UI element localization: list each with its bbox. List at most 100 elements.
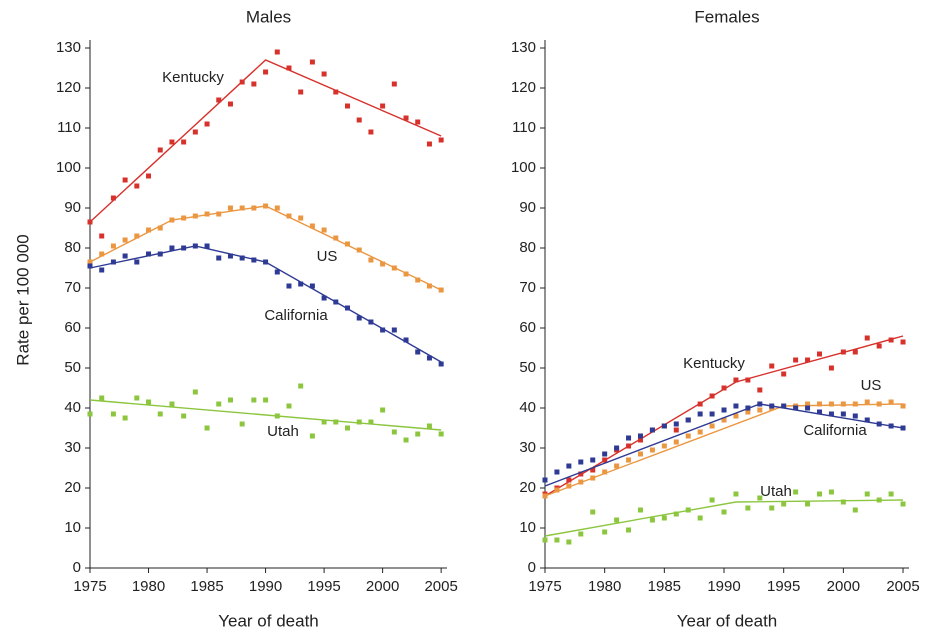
data-point bbox=[438, 137, 444, 143]
x-tick-label: 1985 bbox=[190, 578, 223, 595]
data-point bbox=[554, 537, 560, 543]
data-point bbox=[566, 477, 572, 483]
data-point bbox=[661, 423, 667, 429]
data-point bbox=[356, 117, 362, 123]
data-point bbox=[134, 395, 140, 401]
data-point bbox=[239, 205, 245, 211]
data-point bbox=[793, 405, 799, 411]
data-point bbox=[380, 327, 386, 333]
x-tick-label: 1990 bbox=[249, 578, 282, 595]
data-point bbox=[840, 349, 846, 355]
data-point bbox=[403, 115, 409, 121]
data-point bbox=[192, 213, 198, 219]
fit-line bbox=[544, 403, 904, 487]
series-label: Utah bbox=[267, 423, 299, 440]
data-point bbox=[274, 413, 280, 419]
data-point bbox=[380, 261, 386, 267]
data-point bbox=[309, 283, 315, 289]
series-label: US bbox=[317, 248, 338, 265]
data-point bbox=[321, 419, 327, 425]
data-point bbox=[345, 305, 351, 311]
y-tick-label: 20 bbox=[519, 479, 536, 496]
data-point bbox=[757, 495, 763, 501]
data-point bbox=[649, 427, 655, 433]
y-axis-label: Rate per 100 000 bbox=[13, 234, 32, 365]
data-point bbox=[721, 417, 727, 423]
series-label: California bbox=[803, 422, 867, 439]
data-point bbox=[274, 269, 280, 275]
data-point bbox=[757, 407, 763, 413]
data-point bbox=[122, 253, 128, 259]
data-point bbox=[745, 505, 751, 511]
data-point bbox=[697, 411, 703, 417]
data-point bbox=[169, 401, 175, 407]
data-point bbox=[614, 445, 620, 451]
data-point bbox=[900, 425, 906, 431]
data-point bbox=[87, 263, 93, 269]
data-point bbox=[239, 421, 245, 427]
data-point bbox=[99, 395, 105, 401]
y-tick-label: 60 bbox=[519, 319, 536, 336]
data-point bbox=[805, 357, 811, 363]
data-point bbox=[391, 429, 397, 435]
x-tick-label: 1975 bbox=[528, 578, 561, 595]
data-point bbox=[380, 103, 386, 109]
data-point bbox=[321, 227, 327, 233]
series-label: Utah bbox=[760, 483, 792, 500]
data-point bbox=[876, 343, 882, 349]
data-point bbox=[852, 349, 858, 355]
data-point bbox=[626, 443, 632, 449]
data-point bbox=[876, 421, 882, 427]
y-tick-label: 130 bbox=[56, 39, 81, 56]
data-point bbox=[685, 433, 691, 439]
data-point bbox=[673, 427, 679, 433]
data-point bbox=[661, 515, 667, 521]
x-tick-label: 1980 bbox=[132, 578, 165, 595]
y-tick-label: 10 bbox=[519, 519, 536, 536]
y-tick-label: 0 bbox=[528, 559, 536, 576]
data-point bbox=[900, 403, 906, 409]
data-point bbox=[321, 71, 327, 77]
data-point bbox=[309, 223, 315, 229]
data-point bbox=[391, 327, 397, 333]
data-point bbox=[204, 243, 210, 249]
data-point bbox=[403, 271, 409, 277]
data-point bbox=[321, 295, 327, 301]
data-point bbox=[721, 509, 727, 515]
data-point bbox=[192, 129, 198, 135]
data-point bbox=[578, 471, 584, 477]
data-point bbox=[87, 219, 93, 225]
data-point bbox=[542, 537, 548, 543]
data-point bbox=[181, 245, 187, 251]
data-point bbox=[840, 411, 846, 417]
data-point bbox=[876, 497, 882, 503]
data-point bbox=[204, 211, 210, 217]
data-point bbox=[590, 509, 596, 515]
data-point bbox=[864, 399, 870, 405]
data-point bbox=[769, 505, 775, 511]
data-point bbox=[122, 415, 128, 421]
data-point bbox=[888, 337, 894, 343]
data-point bbox=[852, 401, 858, 407]
data-point bbox=[426, 423, 432, 429]
y-tick-label: 80 bbox=[519, 239, 536, 256]
data-point bbox=[757, 401, 763, 407]
data-point bbox=[263, 69, 269, 75]
data-point bbox=[852, 507, 858, 513]
data-point bbox=[146, 251, 152, 257]
data-point bbox=[590, 457, 596, 463]
data-point bbox=[146, 173, 152, 179]
data-point bbox=[391, 265, 397, 271]
data-point bbox=[745, 409, 751, 415]
data-point bbox=[840, 499, 846, 505]
data-point bbox=[697, 401, 703, 407]
y-tick-label: 100 bbox=[511, 159, 536, 176]
data-point bbox=[805, 405, 811, 411]
data-point bbox=[542, 477, 548, 483]
data-point bbox=[157, 411, 163, 417]
y-tick-label: 90 bbox=[64, 199, 81, 216]
data-point bbox=[566, 539, 572, 545]
data-point bbox=[590, 475, 596, 481]
data-point bbox=[673, 421, 679, 427]
